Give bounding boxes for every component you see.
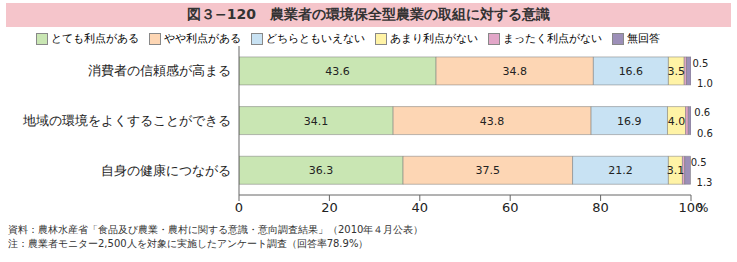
svg-text:0.6: 0.6 [697, 128, 713, 139]
svg-text:4.0: 4.0 [668, 115, 686, 128]
html-text:やや利点がある: やや利点がある [163, 32, 241, 45]
svg-text:1.3: 1.3 [697, 177, 713, 188]
svg-text:3.1: 3.1 [667, 164, 685, 177]
svg-text:37.5: 37.5 [476, 164, 501, 177]
svg-text:自身の健康につながる: 自身の健康につながる [101, 163, 231, 178]
svg-text:36.3: 36.3 [309, 164, 334, 177]
svg-text:0.5: 0.5 [691, 157, 707, 168]
svg-text:16.9: 16.9 [617, 115, 642, 128]
svg-text:60: 60 [502, 200, 519, 215]
svg-text:100: 100 [678, 200, 704, 216]
svg-text:34.8: 34.8 [502, 65, 527, 78]
svg-text:43.6: 43.6 [325, 65, 350, 78]
svg-text:0: 0 [235, 200, 243, 215]
svg-text:43.8: 43.8 [480, 115, 505, 128]
svg-text:80: 80 [592, 200, 609, 215]
svg-text:3.5: 3.5 [668, 65, 686, 78]
svg-text:21.2: 21.2 [608, 164, 633, 177]
svg-text:20: 20 [321, 200, 338, 215]
html-text:無回答: 無回答 [626, 32, 660, 45]
html-text:資料：農林水産省「食品及び農業・農村に関する意識・意向調査結: 資料：農林水産省「食品及び農業・農村に関する意識・意向調査結果」（2010年４月… [8, 224, 424, 235]
html-text:図３−120 農業者の環境保全型農業の取組に対する意識: 図３−120 農業者の環境保全型農業の取組に対する意識 [187, 6, 550, 22]
html-text:注：農業者モニター2,500人を対象に実施したアンケート調査: 注：農業者モニター2,500人を対象に実施したアンケート調査（回答率78.9%） [8, 238, 369, 249]
html-text:まったく利点がない: まったく利点がない [502, 32, 602, 45]
svg-text:16.6: 16.6 [619, 65, 644, 78]
svg-text:40: 40 [412, 200, 429, 215]
html-text:あまり利点がない: あまり利点がない [389, 32, 478, 45]
svg-text:0.5: 0.5 [692, 58, 708, 69]
svg-text:%: % [697, 201, 708, 215]
svg-text:地域の環境をよくすることができる: 地域の環境をよくすることができる [22, 113, 231, 128]
html-text:とても利点がある: とても利点がある [50, 32, 139, 45]
svg-text:0.6: 0.6 [694, 107, 710, 118]
svg-text:消費者の信頼感が高まる: 消費者の信頼感が高まる [88, 63, 231, 78]
html-text:どちらともいえない: どちらともいえない [265, 32, 365, 45]
svg-text:34.1: 34.1 [304, 115, 329, 128]
svg-text:1.0: 1.0 [697, 78, 713, 89]
